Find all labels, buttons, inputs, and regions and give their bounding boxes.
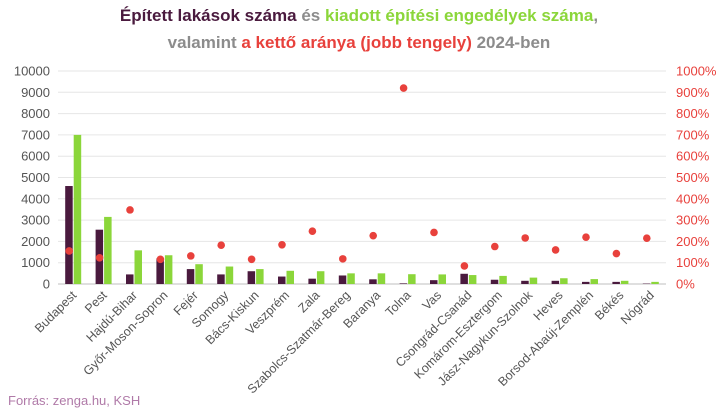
- y-right-tick-label: 100%: [676, 255, 710, 270]
- title-line-2-segment-0: valamint: [167, 33, 242, 52]
- y-left-tick-label: 6000: [21, 149, 50, 164]
- bar-permits: [195, 264, 203, 284]
- bar-built: [551, 280, 560, 284]
- bar-permits: [164, 255, 173, 284]
- ratio-point: [430, 228, 438, 237]
- title-line-2-segment-1: a kettő aránya (jobb tengely): [241, 33, 472, 52]
- y-right-tick-label: 900%: [676, 85, 710, 100]
- y-right-tick-label: 500%: [676, 170, 710, 185]
- y-left-tick-label: 10000: [14, 64, 50, 79]
- bar-permits: [286, 270, 294, 284]
- ratio-point: [247, 255, 256, 264]
- bar-built: [460, 273, 468, 284]
- title-line-1-segment-2: kiadott építési engedélyek száma: [324, 6, 594, 25]
- bar-built: [338, 275, 347, 284]
- title-line-1-segment-1: és: [296, 6, 325, 25]
- bar-permits: [316, 271, 325, 284]
- y-left-tick-label: 4000: [21, 191, 50, 206]
- y-right-tick-label: 600%: [676, 149, 710, 164]
- y-left-tick-label: 3000: [21, 213, 50, 228]
- x-category-label: Zala: [295, 288, 322, 315]
- x-category-label: Budapest: [32, 288, 80, 336]
- ratio-point: [551, 246, 560, 254]
- y-left-tick-label: 1000: [21, 255, 50, 270]
- ratio-point: [126, 206, 134, 214]
- bar-built: [490, 279, 499, 284]
- bar-built: [399, 283, 408, 284]
- bar-built: [247, 271, 256, 284]
- bar-built: [521, 280, 529, 284]
- bar-permits: [499, 275, 507, 284]
- chart-title-line-1: Épített lakások száma és kiadott építési…: [0, 6, 718, 26]
- x-category-label: Vas: [420, 288, 444, 312]
- bar-permits: [347, 273, 355, 284]
- x-category-label: Nógrád: [618, 288, 657, 327]
- bar-permits: [529, 277, 538, 284]
- y-right-tick-label: 0%: [676, 277, 695, 292]
- ratio-point: [521, 234, 529, 242]
- bar-built: [217, 274, 225, 284]
- y-left-tick-label: 8000: [21, 106, 50, 121]
- y-right-tick-label: 700%: [676, 127, 710, 142]
- y-left-tick-label: 5000: [21, 170, 50, 185]
- bar-permits: [560, 278, 568, 284]
- ratio-point: [187, 252, 195, 260]
- title-line-1-segment-3: ,: [593, 6, 599, 25]
- ratio-point: [156, 255, 165, 264]
- title-line-2-segment-2: 2024-ben: [471, 33, 551, 52]
- ratio-point: [399, 84, 408, 92]
- chart-title-line-2: valamint a kettő aránya (jobb tengely) 2…: [0, 33, 718, 53]
- bar-permits: [134, 250, 142, 284]
- bar-built: [65, 186, 73, 284]
- y-left-tick-label: 2000: [21, 234, 50, 249]
- title-line-1-segment-0: Épített lakások száma: [119, 6, 297, 25]
- ratio-point: [460, 262, 469, 270]
- bar-built: [582, 281, 590, 284]
- bar-built: [186, 269, 195, 284]
- y-right-tick-label: 1000%: [676, 64, 717, 79]
- x-category-label: Tolna: [383, 288, 414, 319]
- ratio-point: [491, 242, 499, 251]
- bar-permits: [651, 281, 659, 284]
- bar-built: [278, 276, 286, 284]
- bar-built: [369, 279, 377, 284]
- y-left-tick-label: 7000: [21, 127, 50, 142]
- bar-permits: [620, 280, 629, 284]
- bar-built: [156, 258, 164, 284]
- bar-permits: [225, 266, 234, 284]
- ratio-point: [65, 247, 73, 255]
- bar-permits: [468, 275, 477, 284]
- bar-permits: [408, 274, 416, 284]
- y-right-tick-label: 400%: [676, 191, 710, 206]
- bar-permits: [73, 134, 82, 284]
- bar-permits: [438, 274, 446, 284]
- ratio-point: [582, 233, 590, 241]
- y-right-tick-label: 300%: [676, 213, 710, 228]
- bar-permits: [590, 279, 598, 284]
- y-right-tick-label: 800%: [676, 106, 710, 121]
- ratio-point: [278, 241, 286, 249]
- ratio-point: [339, 255, 347, 263]
- ratio-point: [612, 249, 621, 258]
- bar-built: [612, 281, 620, 284]
- ratio-point: [308, 227, 317, 235]
- bar-permits: [256, 269, 264, 284]
- ratio-point: [369, 231, 378, 240]
- bar-built: [308, 278, 316, 284]
- source-note: Forrás: zenga.hu, KSH: [8, 393, 141, 408]
- bar-built: [126, 274, 134, 284]
- bar-permits: [104, 216, 112, 284]
- y-left-tick-label: 0: [43, 277, 50, 292]
- y-left-tick-label: 9000: [21, 85, 50, 100]
- bar-built: [430, 280, 438, 284]
- y-right-tick-label: 200%: [676, 234, 710, 249]
- ratio-point: [95, 254, 104, 262]
- ratio-point: [643, 234, 651, 243]
- bar-permits: [377, 273, 386, 284]
- ratio-point: [217, 241, 225, 250]
